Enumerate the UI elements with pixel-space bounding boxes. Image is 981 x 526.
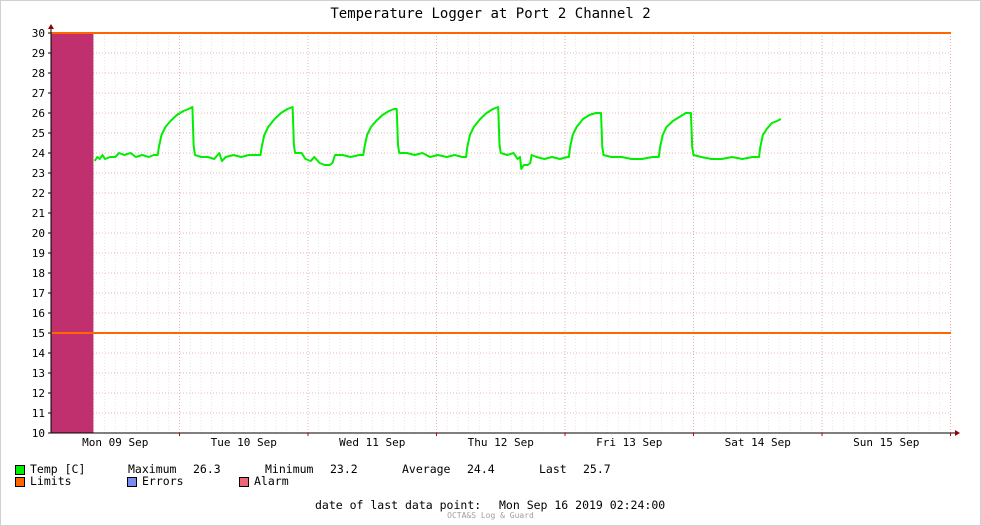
average-label: Average xyxy=(402,462,451,476)
y-tick-label: 19 xyxy=(32,247,45,260)
alarm-legend-swatch xyxy=(239,477,249,487)
y-tick-label: 26 xyxy=(32,107,45,120)
y-tick-label: 20 xyxy=(32,227,45,240)
temp-legend-swatch xyxy=(15,465,25,475)
watermark: OCTA&S Log & Guard xyxy=(447,511,534,520)
errors-legend-swatch xyxy=(127,477,137,487)
temperature-series-line xyxy=(93,106,782,170)
y-tick-label: 21 xyxy=(32,207,45,220)
y-tick-label: 12 xyxy=(32,387,45,400)
y-tick-label: 24 xyxy=(32,147,46,160)
y-axis-arrow xyxy=(48,24,54,29)
y-tick-label: 10 xyxy=(32,427,45,440)
date-label: date of last data point: xyxy=(315,498,482,512)
x-tick-label: Mon 09 Sep xyxy=(82,436,148,449)
temp-legend-label: Temp [C] xyxy=(30,462,86,476)
y-tick-label: 13 xyxy=(32,367,45,380)
minimum-label: Minimum xyxy=(265,462,314,476)
y-tick-label: 25 xyxy=(32,127,45,140)
y-tick-label: 28 xyxy=(32,67,45,80)
x-tick-label: Wed 11 Sep xyxy=(339,436,405,449)
y-tick-label: 29 xyxy=(32,47,45,60)
x-axis-arrow xyxy=(955,430,960,436)
limits-legend-swatch xyxy=(15,477,25,487)
x-tick-label: Sat 14 Sep xyxy=(725,436,791,449)
y-tick-label: 27 xyxy=(32,87,45,100)
limits-legend-label: Limits xyxy=(30,474,72,488)
alarm-legend-label: Alarm xyxy=(254,474,289,488)
last-value: 25.7 xyxy=(583,462,611,476)
chart-title: Temperature Logger at Port 2 Channel 2 xyxy=(330,6,651,22)
y-tick-label: 16 xyxy=(32,307,45,320)
last-label: Last xyxy=(539,462,567,476)
x-tick-label: Tue 10 Sep xyxy=(211,436,277,449)
date-value: Mon Sep 16 2019 02:24:00 xyxy=(499,498,666,512)
alarm-band xyxy=(51,33,94,433)
minimum-value: 23.2 xyxy=(330,462,358,476)
y-tick-label: 30 xyxy=(32,27,45,40)
y-tick-label: 18 xyxy=(32,267,45,280)
maximum-value: 26.3 xyxy=(193,462,221,476)
x-tick-label: Fri 13 Sep xyxy=(596,436,662,449)
errors-legend-label: Errors xyxy=(142,474,184,488)
y-tick-label: 15 xyxy=(32,327,45,340)
y-tick-label: 23 xyxy=(32,167,45,180)
x-tick-label: Thu 12 Sep xyxy=(468,436,534,449)
x-tick-label: Sun 15 Sep xyxy=(853,436,919,449)
y-tick-label: 17 xyxy=(32,287,45,300)
y-tick-label: 11 xyxy=(32,407,45,420)
average-value: 24.4 xyxy=(467,462,495,476)
y-tick-label: 14 xyxy=(32,347,46,360)
y-tick-label: 22 xyxy=(32,187,45,200)
maximum-label: Maximum xyxy=(128,462,177,476)
